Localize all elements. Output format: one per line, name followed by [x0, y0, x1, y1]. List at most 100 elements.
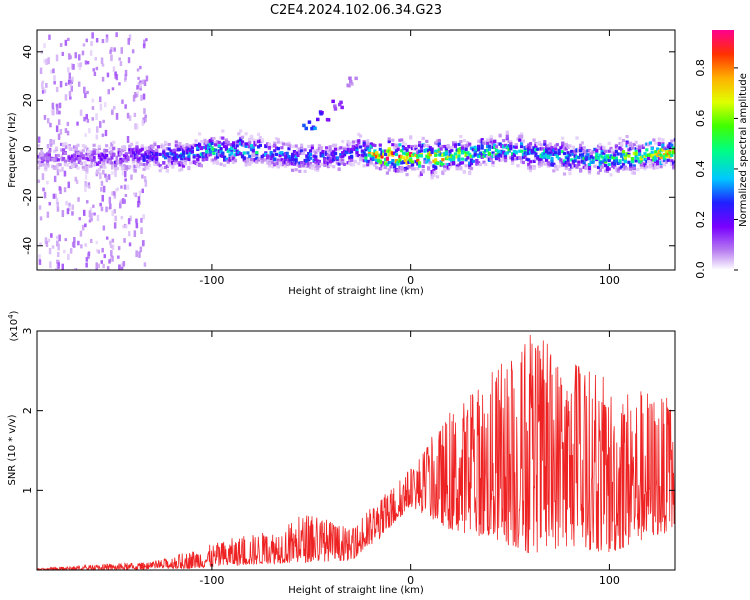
heatmap-cell: [466, 141, 470, 145]
heatmap-cell: [102, 263, 105, 269]
heatmap-cell: [634, 140, 638, 144]
heatmap-cell: [410, 163, 415, 167]
heatmap-cell: [369, 160, 373, 164]
heatmap-cell: [143, 79, 147, 86]
heatmap-cell: [650, 150, 654, 154]
heatmap-cell: [471, 159, 475, 163]
heatmap-cell: [258, 143, 262, 147]
heatmap-cell: [618, 159, 622, 163]
heatmap-cell: [117, 255, 120, 259]
heatmap-cell: [192, 160, 196, 165]
heatmap-cell: [539, 155, 543, 159]
heatmap-cell: [353, 160, 357, 164]
heatmap-cell: [369, 162, 373, 166]
heatmap-cell: [66, 121, 70, 127]
heatmap-cell: [643, 152, 647, 156]
heatmap-cell: [199, 164, 203, 168]
heatmap-cell: [566, 159, 570, 163]
heatmap-cell: [86, 118, 90, 123]
heatmap-cell: [469, 154, 474, 158]
heatmap-cell: [104, 102, 107, 108]
heatmap-cell: [477, 139, 481, 143]
heatmap-cell: [398, 166, 402, 170]
heatmap-cell: [111, 87, 115, 91]
heatmap-cell: [616, 147, 620, 151]
heatmap-cell: [62, 151, 66, 155]
heatmap-cell: [110, 161, 114, 165]
heatmap-cell: [276, 158, 280, 162]
heatmap-cell: [482, 141, 486, 145]
heatmap-cell: [357, 132, 361, 136]
heatmap-cell: [672, 161, 675, 165]
heatmap-cell: [239, 141, 243, 145]
heatmap-cell: [298, 164, 302, 168]
heatmap-cell: [487, 147, 491, 151]
heatmap-cell: [325, 160, 329, 165]
heatmap-cell: [663, 155, 667, 159]
heatmap-cell: [39, 242, 42, 247]
heatmap-cell: [562, 151, 567, 156]
heatmap-cell: [176, 161, 180, 165]
heatmap-cell: [278, 151, 282, 155]
heatmap-cell: [83, 167, 86, 171]
heatmap-cell: [645, 148, 649, 152]
heatmap-cell: [518, 134, 522, 138]
heatmap-cell: [532, 146, 536, 150]
heatmap-cell: [382, 149, 386, 153]
heatmap-cell: [668, 145, 672, 149]
heatmap-cell: [500, 158, 504, 162]
heatmap-cell: [621, 162, 626, 166]
heatmap-cell: [614, 168, 618, 172]
heatmap-cell: [307, 144, 311, 149]
heatmap-cell: [589, 151, 593, 155]
heatmap-cell: [427, 155, 431, 159]
heatmap-cell: [494, 148, 499, 152]
heatmap-cell: [317, 160, 321, 164]
heatmap-cell: [143, 108, 146, 114]
heatmap-cell: [364, 156, 368, 160]
heatmap-cell: [482, 160, 486, 164]
heatmap-cell: [45, 162, 50, 166]
heatmap-cell: [131, 148, 135, 152]
heatmap-cell: [271, 160, 275, 164]
heatmap-cell: [133, 168, 137, 172]
heatmap-cell: [410, 153, 415, 157]
heatmap-cell: [88, 164, 93, 168]
heatmap-cell: [314, 157, 318, 161]
heatmap-cell: [106, 236, 109, 240]
heatmap-cell: [132, 95, 136, 102]
heatmap-cell: [59, 187, 62, 194]
heatmap-cell: [435, 161, 440, 165]
heatmap-cell: [478, 162, 482, 167]
heatmap-cell: [151, 154, 155, 158]
heatmap-cell: [55, 125, 59, 133]
heatmap-cell: [638, 146, 642, 150]
heatmap-cell: [357, 141, 361, 145]
heatmap-cell: [480, 143, 484, 147]
heatmap-cell: [135, 141, 139, 145]
heatmap-cell: [457, 142, 461, 146]
heatmap-cell: [81, 154, 85, 158]
heatmap-cell: [187, 165, 191, 169]
heatmap-cell: [169, 159, 173, 163]
heatmap-cell: [391, 151, 395, 155]
heatmap-cell: [561, 141, 565, 145]
heatmap-cell: [600, 165, 604, 169]
heatmap-cell: [190, 150, 194, 154]
heatmap-cell: [462, 150, 466, 154]
heatmap-cell: [127, 218, 131, 225]
heatmap-cell: [112, 66, 116, 72]
heatmap-cell: [81, 224, 85, 231]
heatmap-cell: [378, 147, 382, 151]
heatmap-cell: [450, 158, 454, 162]
heatmap-cell: [382, 165, 386, 169]
heatmap-cell: [271, 155, 275, 159]
heatmap-cell: [301, 151, 305, 155]
heatmap-cell: [82, 43, 86, 47]
heatmap-cell: [630, 159, 635, 163]
heatmap-cell: [632, 164, 636, 168]
heatmap-cell: [446, 144, 450, 148]
heatmap-cell: [287, 160, 291, 164]
heatmap-cell: [350, 158, 354, 163]
